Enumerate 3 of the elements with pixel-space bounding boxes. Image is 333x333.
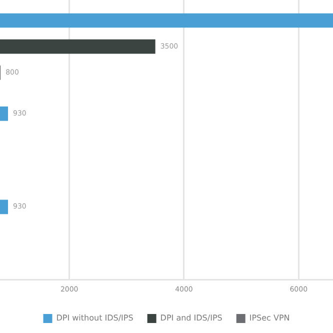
legend-label: DPI without IDS/IPS	[56, 314, 134, 323]
legend-label: DPI and IDS/IPS	[160, 314, 222, 323]
legend-label: IPSec VPN	[249, 314, 290, 323]
